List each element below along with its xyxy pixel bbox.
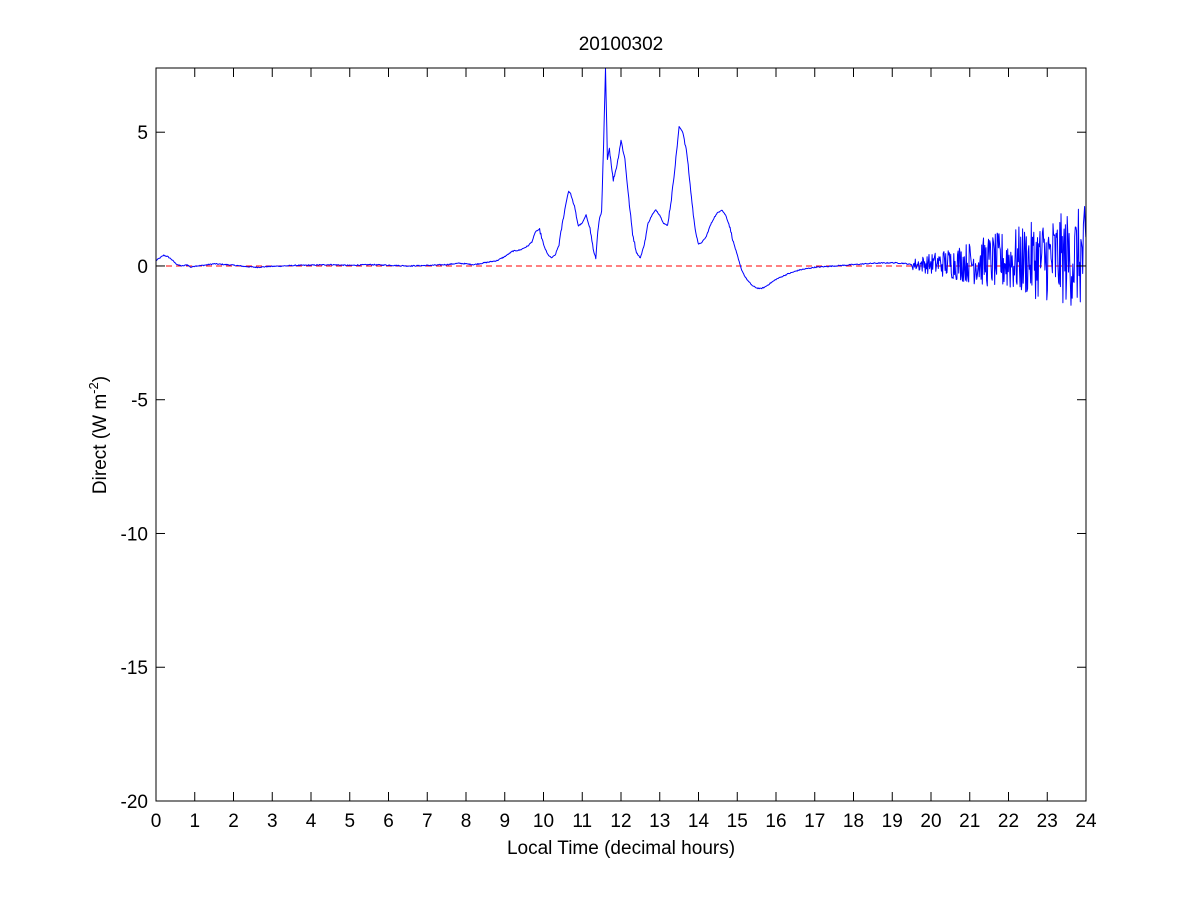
chart-title: 20100302	[579, 34, 664, 55]
x-tick-label: 13	[649, 811, 670, 832]
x-tick-label: 6	[383, 811, 394, 832]
x-tick-label: 11	[572, 811, 592, 832]
y-axis-label-main: Direct (W m	[90, 394, 111, 494]
ticks-layer: 0 1 2 3 4 5 6 7 8 9 10 11 12 13 14 15 16 17 18 19 20 21 22 23 24…	[121, 68, 1097, 832]
y-tick-label: 5	[137, 123, 148, 144]
x-tick-label: 15	[727, 811, 748, 832]
x-tick-label: 4	[306, 811, 317, 832]
series-layer	[156, 67, 1087, 306]
x-tick-label: 1	[189, 811, 200, 832]
y-tick-label: -20	[121, 792, 148, 813]
y-tick-label: -5	[131, 391, 148, 412]
x-tick-label: 22	[998, 811, 1019, 832]
y-axis-label-superscript: -2	[86, 382, 101, 394]
x-tick-label: 12	[610, 811, 631, 832]
x-tick-label: 5	[344, 811, 355, 832]
x-tick-label: 24	[1075, 811, 1097, 832]
x-tick-label: 14	[688, 811, 710, 832]
y-axis-label-close: )	[90, 376, 111, 382]
x-tick-label: 10	[533, 811, 554, 832]
series-line	[156, 67, 1087, 306]
x-tick-label: 16	[765, 811, 786, 832]
x-tick-label: 8	[461, 811, 472, 832]
x-tick-label: 7	[422, 811, 433, 832]
plot-area	[156, 68, 1086, 801]
x-tick-label: 3	[267, 811, 278, 832]
y-tick-label: 0	[137, 257, 148, 278]
x-tick-label: 2	[228, 811, 239, 832]
x-tick-label: 0	[151, 811, 162, 832]
y-tick-label: -10	[121, 524, 148, 545]
y-tick-label: -15	[121, 658, 148, 679]
x-tick-label: 19	[882, 811, 903, 832]
x-tick-label: 20	[920, 811, 941, 832]
x-tick-label: 23	[1037, 811, 1058, 832]
x-axis-label: Local Time (decimal hours)	[507, 838, 735, 859]
y-axis-label: Direct (W m-2)	[86, 376, 111, 494]
x-tick-label: 21	[959, 811, 980, 832]
x-tick-label: 9	[499, 811, 510, 832]
x-tick-label: 17	[804, 811, 825, 832]
x-tick-label: 18	[843, 811, 864, 832]
